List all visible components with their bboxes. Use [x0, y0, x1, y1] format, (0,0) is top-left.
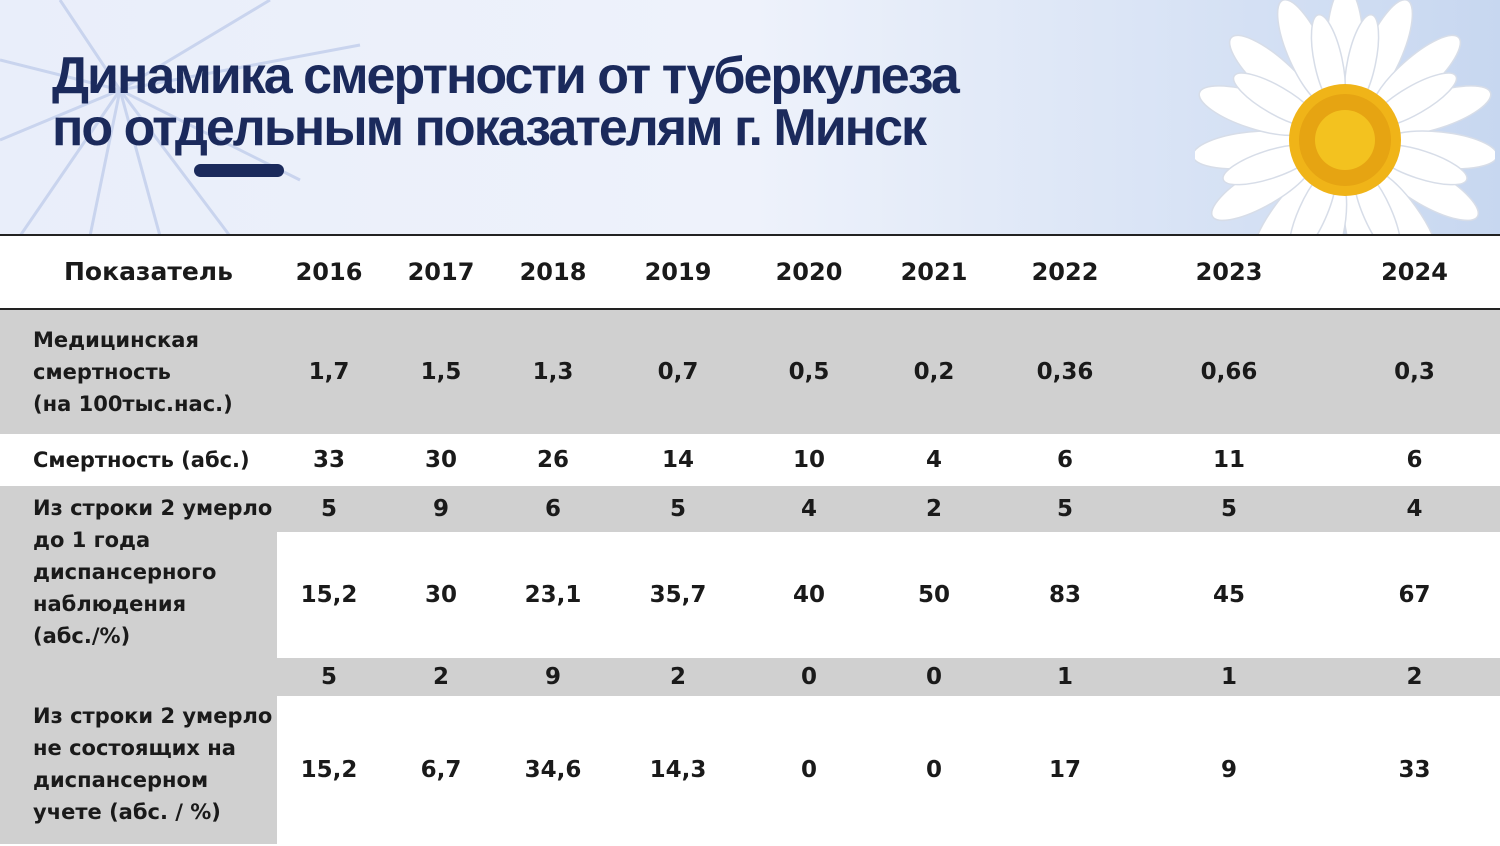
table-cell: 6,7 [381, 696, 501, 844]
row-label: Из строки 2 умерло до 1 года диспансерно… [0, 486, 277, 658]
title-line-2: по отдельным показателям г. Минск [52, 99, 927, 157]
table-cell: 45 [1129, 532, 1329, 658]
row-label: Из строки 2 умерло не состоящих на диспа… [0, 658, 277, 844]
table-cell: 33 [277, 434, 381, 486]
table-cell: 4 [867, 434, 1001, 486]
table-cell: 1,5 [381, 309, 501, 434]
table-cell: 5 [1129, 486, 1329, 532]
title-underline [194, 164, 284, 177]
table-cell: 5 [277, 486, 381, 532]
table-row: 15,2 6,7 34,6 14,3 0 0 17 9 33 [0, 696, 1500, 844]
table-cell: 50 [867, 532, 1001, 658]
table-cell: 0,3 [1329, 309, 1500, 434]
table-cell: 0 [751, 696, 867, 844]
table-cell: 14 [605, 434, 751, 486]
table-cell: 0,5 [751, 309, 867, 434]
table-cell: 4 [1329, 486, 1500, 532]
table-cell: 2 [1329, 658, 1500, 696]
year-header: 2018 [501, 236, 605, 309]
table-cell: 1 [1001, 658, 1129, 696]
table-cell: 0,7 [605, 309, 751, 434]
table-cell: 67 [1329, 532, 1500, 658]
table-row: Смертность (абс.) 33 30 26 14 10 4 6 11 … [0, 434, 1500, 486]
year-header: 2020 [751, 236, 867, 309]
table-cell: 2 [867, 486, 1001, 532]
table-cell: 11 [1129, 434, 1329, 486]
year-header: 2022 [1001, 236, 1129, 309]
table-cell: 0,66 [1129, 309, 1329, 434]
daisy-flower-icon [1195, 0, 1495, 236]
table-cell: 14,3 [605, 696, 751, 844]
table-cell: 0 [867, 696, 1001, 844]
table-cell: 23,1 [501, 532, 605, 658]
table-row: Из строки 2 умерло до 1 года диспансерно… [0, 486, 1500, 658]
table-cell: 5 [277, 658, 381, 696]
table-cell: 15,2 [277, 532, 381, 658]
year-header: 2017 [381, 236, 501, 309]
header-banner: Динамика смертности от туберкулеза по от… [0, 0, 1500, 236]
table-cell: 0,2 [867, 309, 1001, 434]
year-header: 2021 [867, 236, 1001, 309]
mortality-table: Показатель 2016 2017 2018 2019 2020 2021… [0, 234, 1500, 846]
table-cell: 17 [1001, 696, 1129, 844]
title-line-1: Динамика смертности от туберкулеза [52, 47, 960, 105]
table-cell: 9 [1129, 696, 1329, 844]
year-header: 2023 [1129, 236, 1329, 309]
table-row: Из строки 2 умерло не состоящих на диспа… [0, 658, 1500, 844]
table-cell: 40 [751, 532, 867, 658]
table-cell: 5 [605, 486, 751, 532]
table-cell: 1,3 [501, 309, 605, 434]
table-cell: 6 [501, 486, 605, 532]
table-cell: 2 [605, 658, 751, 696]
table-cell: 0 [867, 658, 1001, 696]
table-cell: 83 [1001, 532, 1129, 658]
table-cell: 0 [751, 658, 867, 696]
table-cell: 30 [381, 434, 501, 486]
table-cell: 34,6 [501, 696, 605, 844]
table-cell: 1,7 [277, 309, 381, 434]
table-cell: 5 [1001, 486, 1129, 532]
table-cell: 15,2 [277, 696, 381, 844]
table-cell: 1 [1129, 658, 1329, 696]
table-cell: 9 [381, 486, 501, 532]
table-row: Медицинская смертность (на 100тыс.нас.) … [0, 309, 1500, 434]
year-header: 2024 [1329, 236, 1500, 309]
table-cell: 0,36 [1001, 309, 1129, 434]
table-cell: 6 [1329, 434, 1500, 486]
table-cell: 26 [501, 434, 605, 486]
table-header-row: Показатель 2016 2017 2018 2019 2020 2021… [0, 236, 1500, 309]
table-cell: 6 [1001, 434, 1129, 486]
page-title: Динамика смертности от туберкулеза по от… [52, 47, 960, 157]
table-cell: 2 [381, 658, 501, 696]
row-label: Медицинская смертность (на 100тыс.нас.) [0, 309, 277, 434]
table-row: 15,2 30 23,1 35,7 40 50 83 45 67 [0, 532, 1500, 658]
table-cell: 30 [381, 532, 501, 658]
table-cell: 4 [751, 486, 867, 532]
year-header: 2019 [605, 236, 751, 309]
table-cell: 35,7 [605, 532, 751, 658]
year-header: 2016 [277, 236, 381, 309]
table-cell: 10 [751, 434, 867, 486]
row-label: Смертность (абс.) [0, 434, 277, 486]
table-cell: 9 [501, 658, 605, 696]
table-cell: 33 [1329, 696, 1500, 844]
header-label: Показатель [0, 236, 277, 309]
